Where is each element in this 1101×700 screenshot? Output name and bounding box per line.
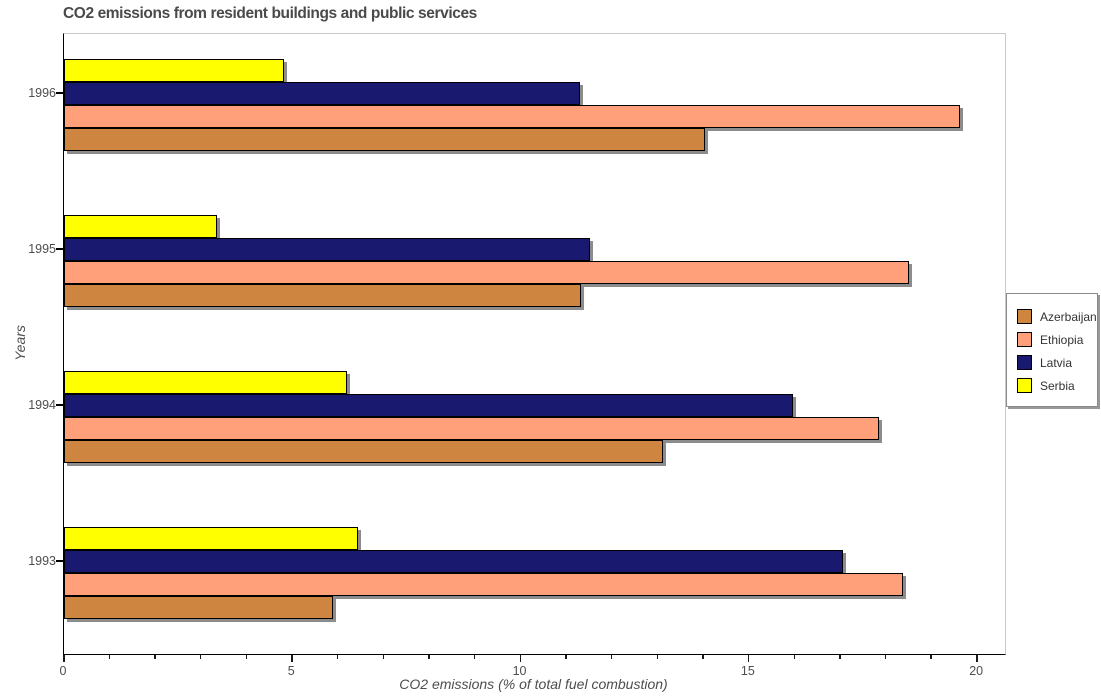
x-tick-label-0: 0 xyxy=(59,663,67,678)
x-minor-tick-mark-1 xyxy=(108,654,111,659)
x-tick-label-15: 15 xyxy=(740,663,755,678)
legend-swatch-serbia xyxy=(1017,378,1032,393)
y-tick-label-1996: 1996 xyxy=(28,85,56,100)
x-minor-tick-mark-3 xyxy=(199,654,202,659)
y-tick-mark-1995 xyxy=(56,247,63,250)
x-axis-label: CO2 emissions (% of total fuel combustio… xyxy=(399,676,668,692)
bar-1994-ethiopia xyxy=(64,417,879,440)
bar-1994-serbia xyxy=(64,371,348,394)
legend-item-latvia: Latvia xyxy=(1017,351,1089,374)
legend-label-serbia: Serbia xyxy=(1040,378,1075,393)
y-tick-label-1995: 1995 xyxy=(28,241,56,256)
legend-label-azerbaijan: Azerbaijan xyxy=(1040,309,1097,324)
y-tick-label-1993: 1993 xyxy=(28,553,56,568)
legend-item-serbia: Serbia xyxy=(1017,374,1089,397)
bar-1995-latvia xyxy=(64,238,590,261)
bar-1995-ethiopia xyxy=(64,261,909,284)
x-minor-tick-mark-4 xyxy=(245,654,248,659)
bar-1996-azerbaijan xyxy=(64,128,705,151)
x-tick-mark-10 xyxy=(519,654,522,662)
legend-swatch-azerbaijan xyxy=(1017,309,1032,324)
x-tick-mark-15 xyxy=(747,654,750,662)
bar-1995-serbia xyxy=(64,215,217,238)
x-minor-tick-mark-8 xyxy=(428,654,430,659)
x-tick-label-10: 10 xyxy=(512,663,527,678)
x-minor-tick-mark-17 xyxy=(839,654,841,659)
bar-1996-latvia xyxy=(64,82,580,105)
x-tick-label-5: 5 xyxy=(287,663,295,678)
y-tick-mark-1993 xyxy=(56,559,63,562)
x-tick-label-20: 20 xyxy=(969,663,984,678)
legend-label-ethiopia: Ethiopia xyxy=(1040,332,1084,347)
bar-1996-ethiopia xyxy=(64,105,961,128)
bar-1994-latvia xyxy=(64,394,794,417)
x-minor-tick-mark-6 xyxy=(336,654,339,659)
chart-title: CO2 emissions from resident buildings an… xyxy=(63,5,477,22)
x-minor-tick-mark-14 xyxy=(702,654,704,659)
x-minor-tick-mark-13 xyxy=(656,654,659,659)
x-minor-tick-mark-2 xyxy=(154,654,156,659)
x-minor-tick-mark-19 xyxy=(930,654,932,659)
y-tick-label-1994: 1994 xyxy=(28,397,56,412)
legend-swatch-latvia xyxy=(1017,355,1032,370)
bar-1993-latvia xyxy=(64,550,843,573)
x-minor-tick-mark-11 xyxy=(565,654,567,659)
y-tick-mark-1996 xyxy=(56,91,63,94)
x-minor-tick-mark-18 xyxy=(884,654,887,659)
x-minor-tick-mark-7 xyxy=(382,654,385,659)
bar-1996-serbia xyxy=(64,59,285,82)
legend: Azerbaijan Ethiopia Latvia Serbia xyxy=(1006,293,1098,407)
bar-1993-ethiopia xyxy=(64,573,904,596)
x-tick-mark-5 xyxy=(291,654,293,662)
x-minor-tick-mark-9 xyxy=(473,654,476,659)
bar-1995-azerbaijan xyxy=(64,284,582,307)
y-tick-mark-1994 xyxy=(56,403,63,406)
x-tick-mark-20 xyxy=(976,654,978,662)
x-minor-tick-mark-16 xyxy=(793,654,796,659)
legend-swatch-ethiopia xyxy=(1017,332,1032,347)
x-minor-tick-mark-12 xyxy=(610,654,613,659)
plot-area xyxy=(63,33,1006,655)
bar-1993-serbia xyxy=(64,527,358,550)
legend-label-latvia: Latvia xyxy=(1040,355,1073,370)
bar-1994-azerbaijan xyxy=(64,440,663,463)
bar-1993-azerbaijan xyxy=(64,596,334,619)
legend-item-ethiopia: Ethiopia xyxy=(1017,328,1089,351)
legend-item-azerbaijan: Azerbaijan xyxy=(1017,305,1097,328)
y-axis-label: Years xyxy=(12,325,28,361)
x-tick-mark-0 xyxy=(63,654,65,662)
